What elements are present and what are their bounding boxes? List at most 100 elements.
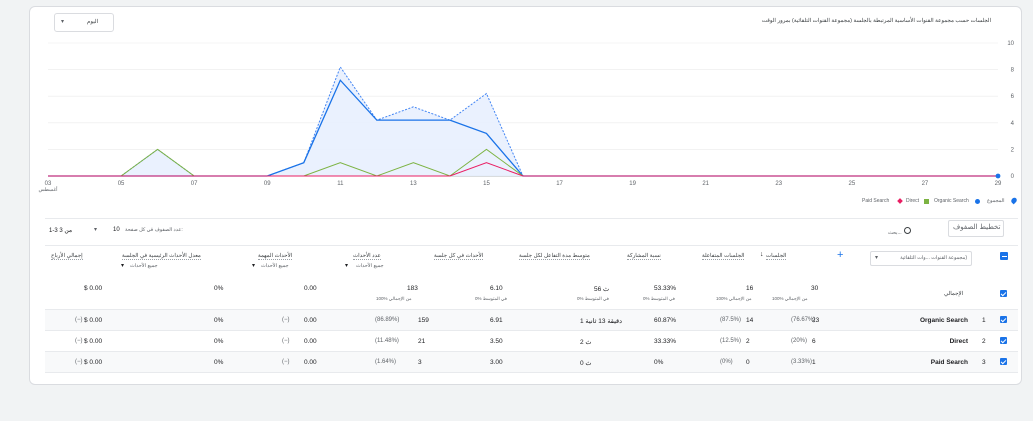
y-tick-label: 4 [1011,121,1015,127]
row-index: 1 [982,317,986,324]
period-selector-label: اليوم [87,19,99,25]
chevron-down-icon: ▾ [875,255,879,261]
row-checkbox[interactable] [1000,316,1007,323]
cell-event-count-pct: (1.64%) [375,359,397,365]
chevron-down-icon: ▾ [252,263,256,269]
cell-revenue: $ 0.00 [84,317,103,324]
header-session-key-rate[interactable]: معدل الأحداث الرئيسية في الجلسة [122,253,201,260]
x-tick-label: 21 [702,181,709,187]
organic-legend-label: Organic Search [934,198,969,204]
x-tick-label: 17 [556,181,563,187]
x-tick-label: 13 [410,181,417,187]
cell-sessions-pct: (3.33%) [791,359,813,365]
series-line-organic [48,79,998,177]
y-tick-label: 10 [1007,41,1014,47]
search-field[interactable]: بحث... [878,224,1004,242]
direct-legend-label: Direct [906,198,920,204]
total-legend-label: المجموع [987,198,1005,204]
x-tick-label: 27 [922,181,929,187]
add-dimension-icon[interactable]: + [837,249,844,261]
totals-divider [45,309,1018,310]
cell-session-key-rate: 0% [214,338,224,345]
cell-avg-engagement: 0 ث [580,360,592,367]
pagination-range: 1-3 من 3 [49,228,73,234]
dimension-dropdown[interactable]: مجموعة القنوات ...وات التلقائية) ▾ [870,251,972,266]
cell-engaged-pct: (12.5%) [720,338,742,344]
cell-revenue-pct: (−) [75,359,83,365]
cell-revenue-pct: (−) [75,317,83,323]
row-checkbox[interactable] [1000,358,1007,365]
total-events-per-session-sub: 0% في المتوسط [475,296,507,301]
row-channel-name[interactable]: Paid Search [930,359,968,366]
cell-session-key-rate: 0% [214,359,224,366]
select-all-checkbox[interactable] [1000,252,1008,260]
total-sessions: 30 [811,285,819,292]
y-tick-label: 6 [1011,94,1015,100]
x-tick-label: 19 [629,181,636,187]
total-avg-engagement: 56 ث [594,286,610,293]
plot-rows-button[interactable]: تخطيط الصفوف [948,220,1004,237]
cell-key-events: 0.00 [304,338,317,345]
header-avg-engagement[interactable]: متوسط مدة التفاعل لكل جلسة [519,253,590,260]
report-card: ▾ اليوم الجلسات حسب مجموعة القنوات الأسا… [29,6,1022,385]
row-checkbox[interactable] [1000,337,1007,344]
total-avg-engagement-sub: 0% في المتوسط [577,296,609,301]
header-revenue[interactable]: إجمالي الأرباح [51,253,83,260]
cell-events-per-session: 3.00 [490,359,503,366]
header-events-per-session[interactable]: الأحداث في كل جلسة [434,253,484,260]
cell-engagement-rate: 60.87% [654,317,677,324]
cell-revenue: $ 0.00 [84,359,103,366]
sort-arrow-icon: ↓ [760,251,764,258]
header-event-count-filter[interactable]: جميع الأحداث [356,263,384,269]
cell-key-events-pct: (−) [282,359,290,365]
cell-sessions: 1 [812,359,816,366]
search-input[interactable]: بحث... [888,230,902,236]
cell-event-count-pct: (86.89%) [375,317,400,323]
header-engagement-rate[interactable]: نسبة المشاركة [627,253,661,260]
header-key-events[interactable]: الأحداث المهمة [258,253,293,260]
series-line-direct [48,148,998,177]
chart-title: الجلسات حسب مجموعة القنوات الأساسية المر… [761,18,991,24]
cell-engaged-pct: (0%) [720,359,733,365]
row-channel-name[interactable]: Direct [949,338,968,345]
chevron-down-icon: ▾ [345,263,349,269]
row-index: 2 [982,338,986,345]
total-engagement-rate-sub: 0% في المتوسط [643,296,675,301]
header-key-events-filter[interactable]: جميع الأحداث [261,263,289,269]
header-event-count[interactable]: عدد الأحداث [353,253,381,260]
x-tick-label: 23 [775,181,782,187]
x-tick-label: 09 [264,181,271,187]
cell-key-events-pct: (−) [282,338,290,344]
row-divider [45,372,1018,373]
row-index: 3 [982,359,986,366]
x-tick-label: 05 [118,181,125,187]
cell-engaged: 2 [746,338,750,345]
dimension-dropdown-label: مجموعة القنوات ...وات التلقائية) [900,255,967,261]
y-tick-label: 2 [1011,147,1015,153]
total-event-count: 183 [407,285,418,292]
table-top-divider [45,245,1018,246]
total-legend-icon [1010,196,1018,205]
cell-key-events: 0.00 [304,359,317,366]
cell-sessions-pct: (20%) [791,338,808,344]
rows-per-page-select[interactable]: 10 ▾ [90,223,120,237]
cell-revenue-pct: (−) [75,338,83,344]
total-engaged: 16 [746,285,754,292]
x-tick-label: 07 [191,181,198,187]
cell-avg-engagement: 1 دقيقة 13 ثانية [580,318,623,325]
cell-engaged-pct: (87.5%) [720,317,742,323]
header-engaged-sessions[interactable]: الجلسات المتفاعلة [702,253,745,260]
period-selector[interactable]: ▾ اليوم [54,13,114,32]
cell-event-count: 3 [418,359,422,366]
rows-per-page-value: 10 [113,227,120,233]
total-engagement-rate: 53.33% [654,285,677,292]
total-events-per-session: 6.10 [490,285,503,292]
total-row-label: الإجمالي [944,291,964,297]
total-row-checkbox[interactable] [1000,290,1007,297]
header-session-key-rate-filter[interactable]: جميع الأحداث [130,263,158,269]
cell-key-events: 0.00 [304,317,317,324]
row-channel-name[interactable]: Organic Search [919,317,968,324]
cell-revenue: $ 0.00 [84,338,103,345]
header-sessions[interactable]: الجلسات [766,253,787,260]
direct-legend-marker [924,199,929,204]
